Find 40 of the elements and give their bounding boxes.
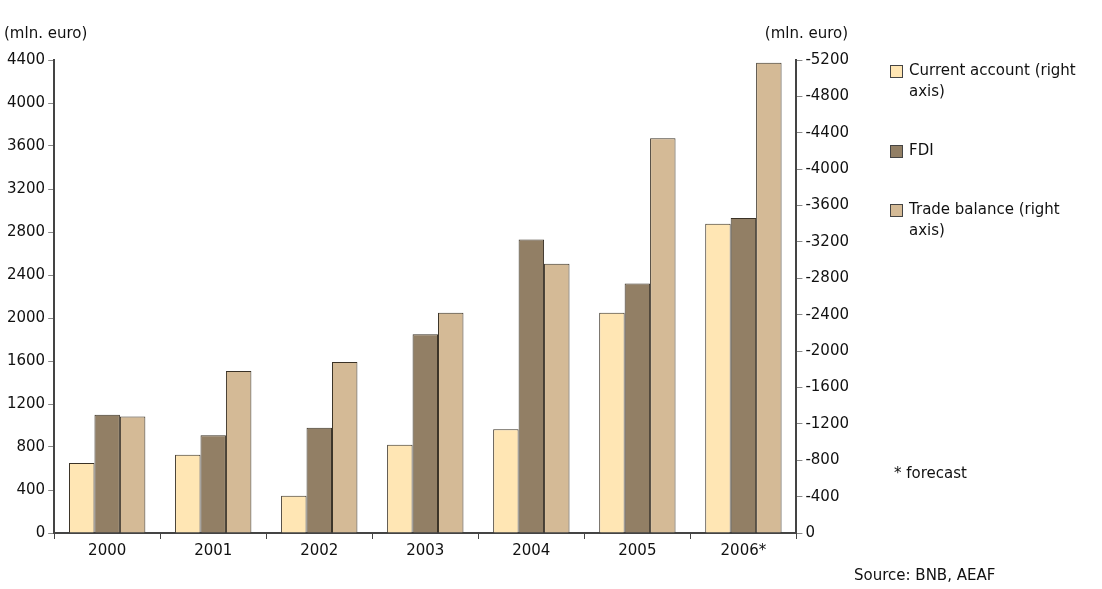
y2-tick-label: -1600 xyxy=(805,377,850,396)
y2-tick-label: -2000 xyxy=(805,340,850,359)
y-tick-label: 1600 xyxy=(6,350,46,369)
y2-tick-label: 0 xyxy=(805,522,815,541)
x-tick-label: 2003 xyxy=(406,540,445,559)
y2-tick-label: -5200 xyxy=(805,49,850,68)
x-tick-label: 2004 xyxy=(512,540,551,559)
y2-tick-label: -2800 xyxy=(805,268,850,287)
y2-tick-label: -4400 xyxy=(805,122,850,141)
y-axis-title: (mln. euro) xyxy=(4,24,88,43)
y-tick-label: 3200 xyxy=(6,178,46,197)
text: * forecast xyxy=(894,464,968,483)
y-tick-label: 800 xyxy=(16,436,46,455)
y2-tick-label: -3600 xyxy=(805,195,850,214)
y-tick-label: 2400 xyxy=(6,264,46,283)
legend-label: Trade balance (right axis) xyxy=(909,199,1061,241)
y2-tick-label: -3200 xyxy=(805,231,850,250)
x-tick-label: 2001 xyxy=(194,540,233,559)
legend-label: Current account (right axis) xyxy=(909,60,1077,102)
y2-tick-label: -4000 xyxy=(805,159,850,178)
y2-tick-label: -400 xyxy=(805,486,840,505)
y-tick-label: 4400 xyxy=(6,49,46,68)
y2-tick-label: -1200 xyxy=(805,413,850,432)
y-tick-label: 2000 xyxy=(6,307,46,326)
y2-axis-title: (mln. euro) xyxy=(764,24,849,43)
y-tick-label: 2800 xyxy=(6,221,46,240)
x-tick-label: 2000 xyxy=(88,540,127,559)
y-tick-label: 1200 xyxy=(6,393,46,412)
x-tick-label: 2006* xyxy=(720,540,767,559)
source-note: Source: BNB, AEAF xyxy=(854,566,996,585)
y-tick-label: 4000 xyxy=(6,92,46,111)
x-tick-label: 2005 xyxy=(618,540,657,559)
y2-tick-label: -800 xyxy=(805,450,840,469)
legend-label: FDI xyxy=(909,140,934,161)
y-tick-label: 0 xyxy=(35,522,46,541)
y2-tick-label: -2400 xyxy=(805,304,850,323)
y2-tick-label: -4800 xyxy=(805,86,850,105)
y-tick-label: 400 xyxy=(16,479,46,498)
y-tick-label: 3600 xyxy=(6,135,46,154)
x-tick-label: 2002 xyxy=(300,540,339,559)
